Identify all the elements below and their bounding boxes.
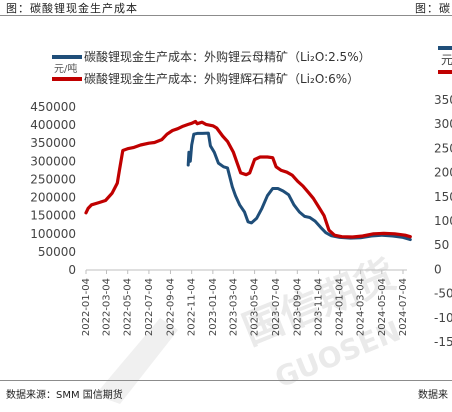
x-tick-label: 2024-01-04 [335,278,346,336]
x-tick-label: 2023-07-04 [271,278,282,336]
x-tick-label: 2022-05-04 [123,278,134,336]
second-chart-y-tick: -150 [434,335,452,349]
series-line-mica [186,131,412,242]
y-tick-label: 50000 [38,245,76,259]
legend-label-spodumene: 碳酸锂现金生产成本：外购锂辉石精矿（Li₂O:6%） [84,72,360,86]
second-chart-partial: 350 300 250 200 150 100 50 0 -50 -100 -150 元 [434,46,452,349]
x-tick-label: 2024-07-04 [398,278,409,336]
y-axis-unit: 元/吨 [54,64,78,75]
x-tick-label: 2022-11-04 [187,278,198,336]
x-tick-label: 2024-05-04 [377,278,388,336]
series-line-spodumene [84,119,412,239]
second-chart-y-tick: 350 [434,93,452,107]
y-tick-label: 250000 [30,172,76,186]
top-rule [0,15,452,16]
second-chart-y-tick: 300 [434,117,452,131]
y-axis: 0 50000 100000 150000 200000 250000 300000 3500… [30,100,76,277]
x-axis: 2022-01-04 2022-03-04 2022-05-04 2022-07-04… [81,269,409,336]
second-chart-y-tick: 100 [434,214,452,228]
figure-title: 图：碳酸锂现金生产成本 [6,2,138,15]
y-tick-label: 350000 [30,136,76,150]
legend-label-mica: 碳酸锂现金生产成本：外购锂云母精矿（Li₂O:2.5%） [84,50,371,64]
second-chart-y-tick: -50 [434,287,452,301]
second-chart-unit: 元 [441,53,452,67]
second-chart-y-tick: 200 [434,166,452,180]
y-tick-label: 300000 [30,154,76,168]
x-tick-label: 2023-09-04 [292,278,303,336]
second-chart-y-tick: 50 [434,238,449,252]
y-tick-label: 0 [68,263,76,277]
x-tick-label: 2022-07-04 [144,278,155,336]
second-chart-y-tick: 150 [434,190,452,204]
watermark-logo-shape [95,318,178,404]
legend-item-mica: 碳酸锂现金生产成本：外购锂云母精矿（Li₂O:2.5%） [52,48,371,65]
y-tick-label: 100000 [30,227,76,241]
legend-item-spodumene: 碳酸锂现金生产成本：外购锂辉石精矿（Li₂O:6%） [52,70,359,87]
y-tick-label: 150000 [30,209,76,223]
x-tick-label: 2023-05-04 [250,278,261,336]
series-layer [84,119,412,242]
second-figure-title: 图：碳 [415,2,451,15]
bottom-rule [0,380,452,381]
y-tick-label: 450000 [30,100,76,114]
legend-swatch-mica [52,54,82,59]
x-tick-label: 2023-11-04 [314,278,325,336]
x-tick-label: 2022-03-04 [102,278,113,336]
x-tick-label: 2024-03-04 [356,278,367,336]
second-data-source: 数据来 [418,390,448,401]
second-chart-y-tick: 0 [434,262,442,276]
second-chart-y-tick: 250 [434,141,452,155]
x-tick-label: 2022-09-04 [165,278,176,336]
legend-swatch-spodumene [52,76,82,81]
y-tick-label: 400000 [30,118,76,132]
second-chart-y-tick: -100 [434,311,452,325]
x-tick-label: 2023-01-04 [208,278,219,336]
x-tick-label: 2022-01-04 [81,278,92,336]
x-tick-label: 2023-03-04 [228,278,239,336]
y-tick-label: 200000 [30,191,76,205]
data-source: 数据来源：SMM 国信期货 [6,390,123,401]
